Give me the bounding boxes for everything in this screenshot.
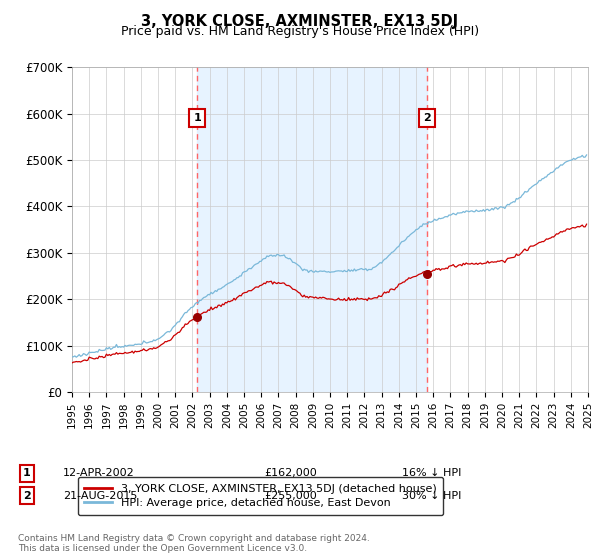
Text: 1: 1 xyxy=(193,113,201,123)
Text: 21-AUG-2015: 21-AUG-2015 xyxy=(63,491,137,501)
Text: £162,000: £162,000 xyxy=(264,468,317,478)
Text: Price paid vs. HM Land Registry's House Price Index (HPI): Price paid vs. HM Land Registry's House … xyxy=(121,25,479,38)
Text: 30% ↓ HPI: 30% ↓ HPI xyxy=(402,491,461,501)
Text: £255,000: £255,000 xyxy=(264,491,317,501)
Bar xyxy=(197,67,427,392)
Text: Contains HM Land Registry data © Crown copyright and database right 2024.
This d: Contains HM Land Registry data © Crown c… xyxy=(18,534,370,553)
Text: 12-APR-2002: 12-APR-2002 xyxy=(63,468,135,478)
Text: 2: 2 xyxy=(23,491,31,501)
Text: 1: 1 xyxy=(23,468,31,478)
Text: 16% ↓ HPI: 16% ↓ HPI xyxy=(402,468,461,478)
Legend: 3, YORK CLOSE, AXMINSTER, EX13 5DJ (detached house), HPI: Average price, detache: 3, YORK CLOSE, AXMINSTER, EX13 5DJ (deta… xyxy=(77,477,443,515)
Text: 3, YORK CLOSE, AXMINSTER, EX13 5DJ: 3, YORK CLOSE, AXMINSTER, EX13 5DJ xyxy=(142,14,458,29)
Text: 2: 2 xyxy=(423,113,431,123)
